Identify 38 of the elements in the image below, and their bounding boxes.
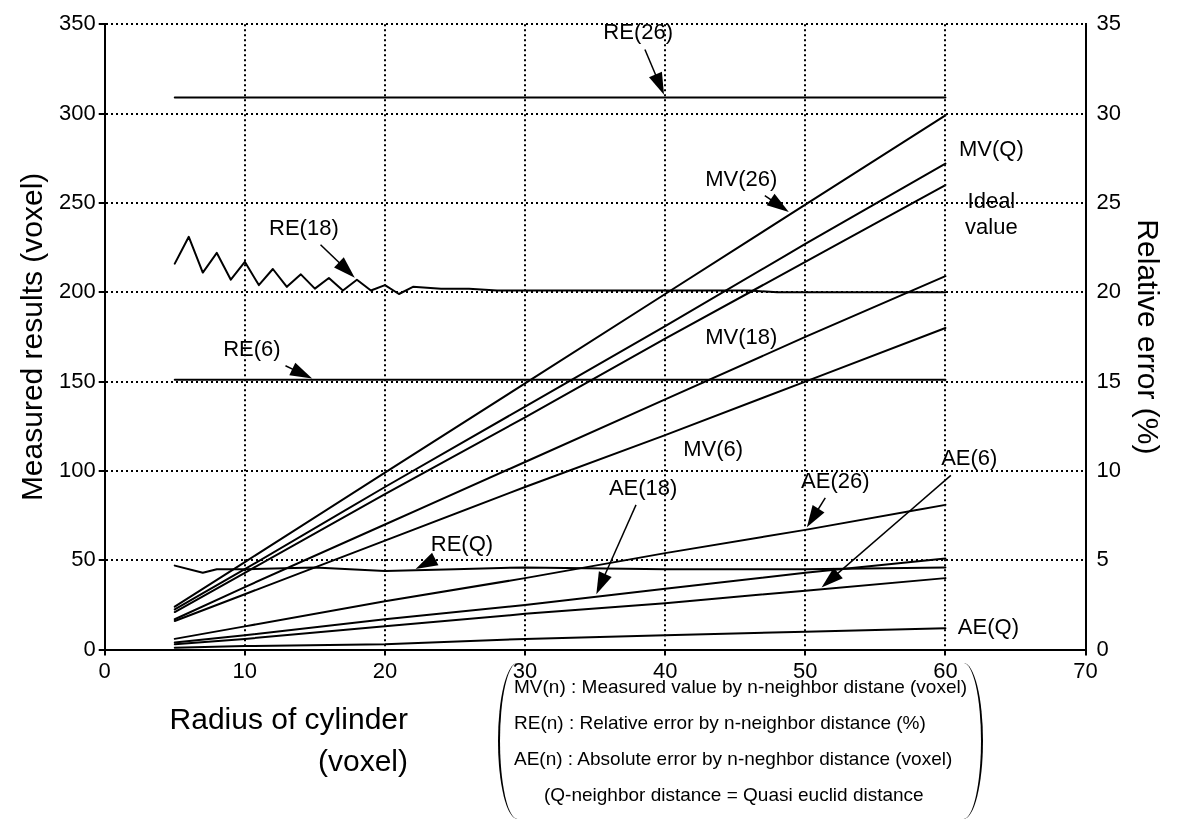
y2-tick-label: 25 [1096, 188, 1122, 214]
y2-tick-label: 5 [1096, 546, 1109, 572]
y2-tick-label: 15 [1096, 367, 1122, 393]
text: RE(26) [603, 19, 674, 45]
series-label: RE(6) [223, 335, 281, 361]
y2-tick-label: 20 [1096, 278, 1122, 304]
y2-tick-label: 35 [1096, 10, 1122, 36]
y2-tick-label: 0 [1096, 635, 1109, 661]
series-label: MV(Q) [959, 135, 1024, 161]
text: AE(6) [941, 445, 998, 471]
x-tick-label: 60 [933, 657, 958, 683]
x-axis-title: Radius of cylinder (voxel) [168, 701, 408, 779]
series-label: AE(Q) [957, 613, 1019, 639]
series-label: AE(26) [801, 467, 870, 493]
series-label: MV(26) [705, 165, 778, 191]
y-tick-label: 300 [58, 99, 96, 125]
y-tick-label: 150 [58, 367, 96, 393]
text: RE(n) : Relative error by n-neighbor distance (%) [514, 711, 927, 735]
y-tick-label: 350 [58, 10, 96, 36]
series-label: RE(Q) [430, 531, 494, 557]
series-label: MV(6) [683, 436, 744, 462]
y2-tick-label: 30 [1096, 99, 1122, 125]
y-tick-label: 250 [58, 188, 96, 214]
series-label: MV(18) [705, 323, 778, 349]
text: (Q-neighbor distance = Quasi euclid distance [543, 783, 925, 807]
x-tick-label: 10 [232, 657, 258, 683]
text: AE(n) : Absolute error by n-neghbor distance (voxel) [514, 747, 954, 771]
x-tick-label: 70 [1073, 657, 1098, 683]
y-axis-title: Measured results (voxel) [15, 172, 49, 502]
y-tick-label: 0 [83, 635, 96, 661]
y-tick-label: 50 [71, 546, 96, 572]
x-tick-label: 20 [372, 657, 398, 683]
series-label: RE(18) [269, 214, 339, 240]
text: AE(18) [608, 474, 678, 500]
y2-tick-label: 10 [1096, 456, 1122, 482]
y-tick-label: 100 [58, 456, 96, 482]
y2-axis-title: Relative error (%) [1131, 219, 1165, 455]
y-tick-label: 200 [58, 278, 96, 304]
